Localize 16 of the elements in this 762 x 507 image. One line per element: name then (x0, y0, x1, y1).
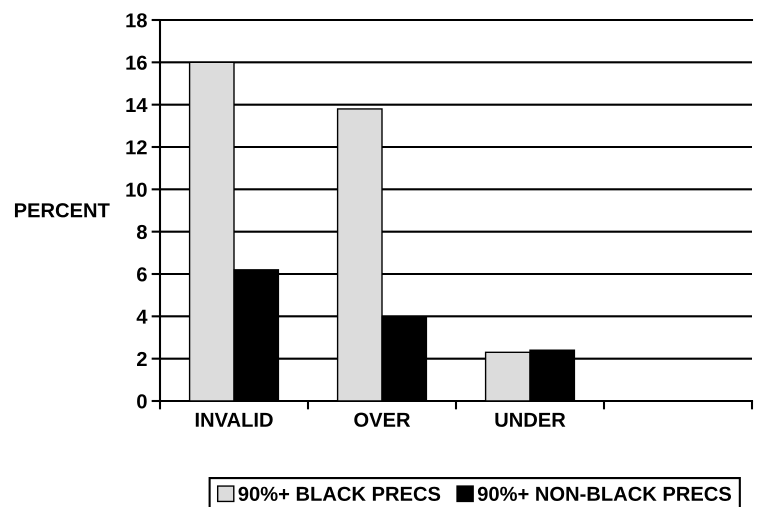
y-tick-label: 2 (137, 352, 147, 366)
y-tick-label: 10 (126, 182, 147, 197)
y-axis-title: PERCENT (14, 203, 110, 218)
y-tick-label: 8 (136, 224, 147, 240)
x-tick-label: OVER (354, 412, 410, 427)
y-tick-label: 6 (137, 267, 147, 282)
y-tick-label: 18 (126, 13, 147, 28)
y-tick-label: 0 (137, 394, 147, 408)
x-tick-label: INVALID (196, 412, 273, 427)
y-tick-label: 4 (136, 310, 148, 324)
x-tick-label: UNDER (495, 412, 566, 427)
y-tick-label: 12 (126, 140, 147, 154)
y-tick-label: 14 (126, 98, 148, 112)
legend-label: 90%+ BLACK PRECS (238, 486, 440, 501)
legend-label: 90%+ NON-BLACK PRECS (478, 486, 731, 501)
y-tick-label: 16 (126, 56, 147, 70)
